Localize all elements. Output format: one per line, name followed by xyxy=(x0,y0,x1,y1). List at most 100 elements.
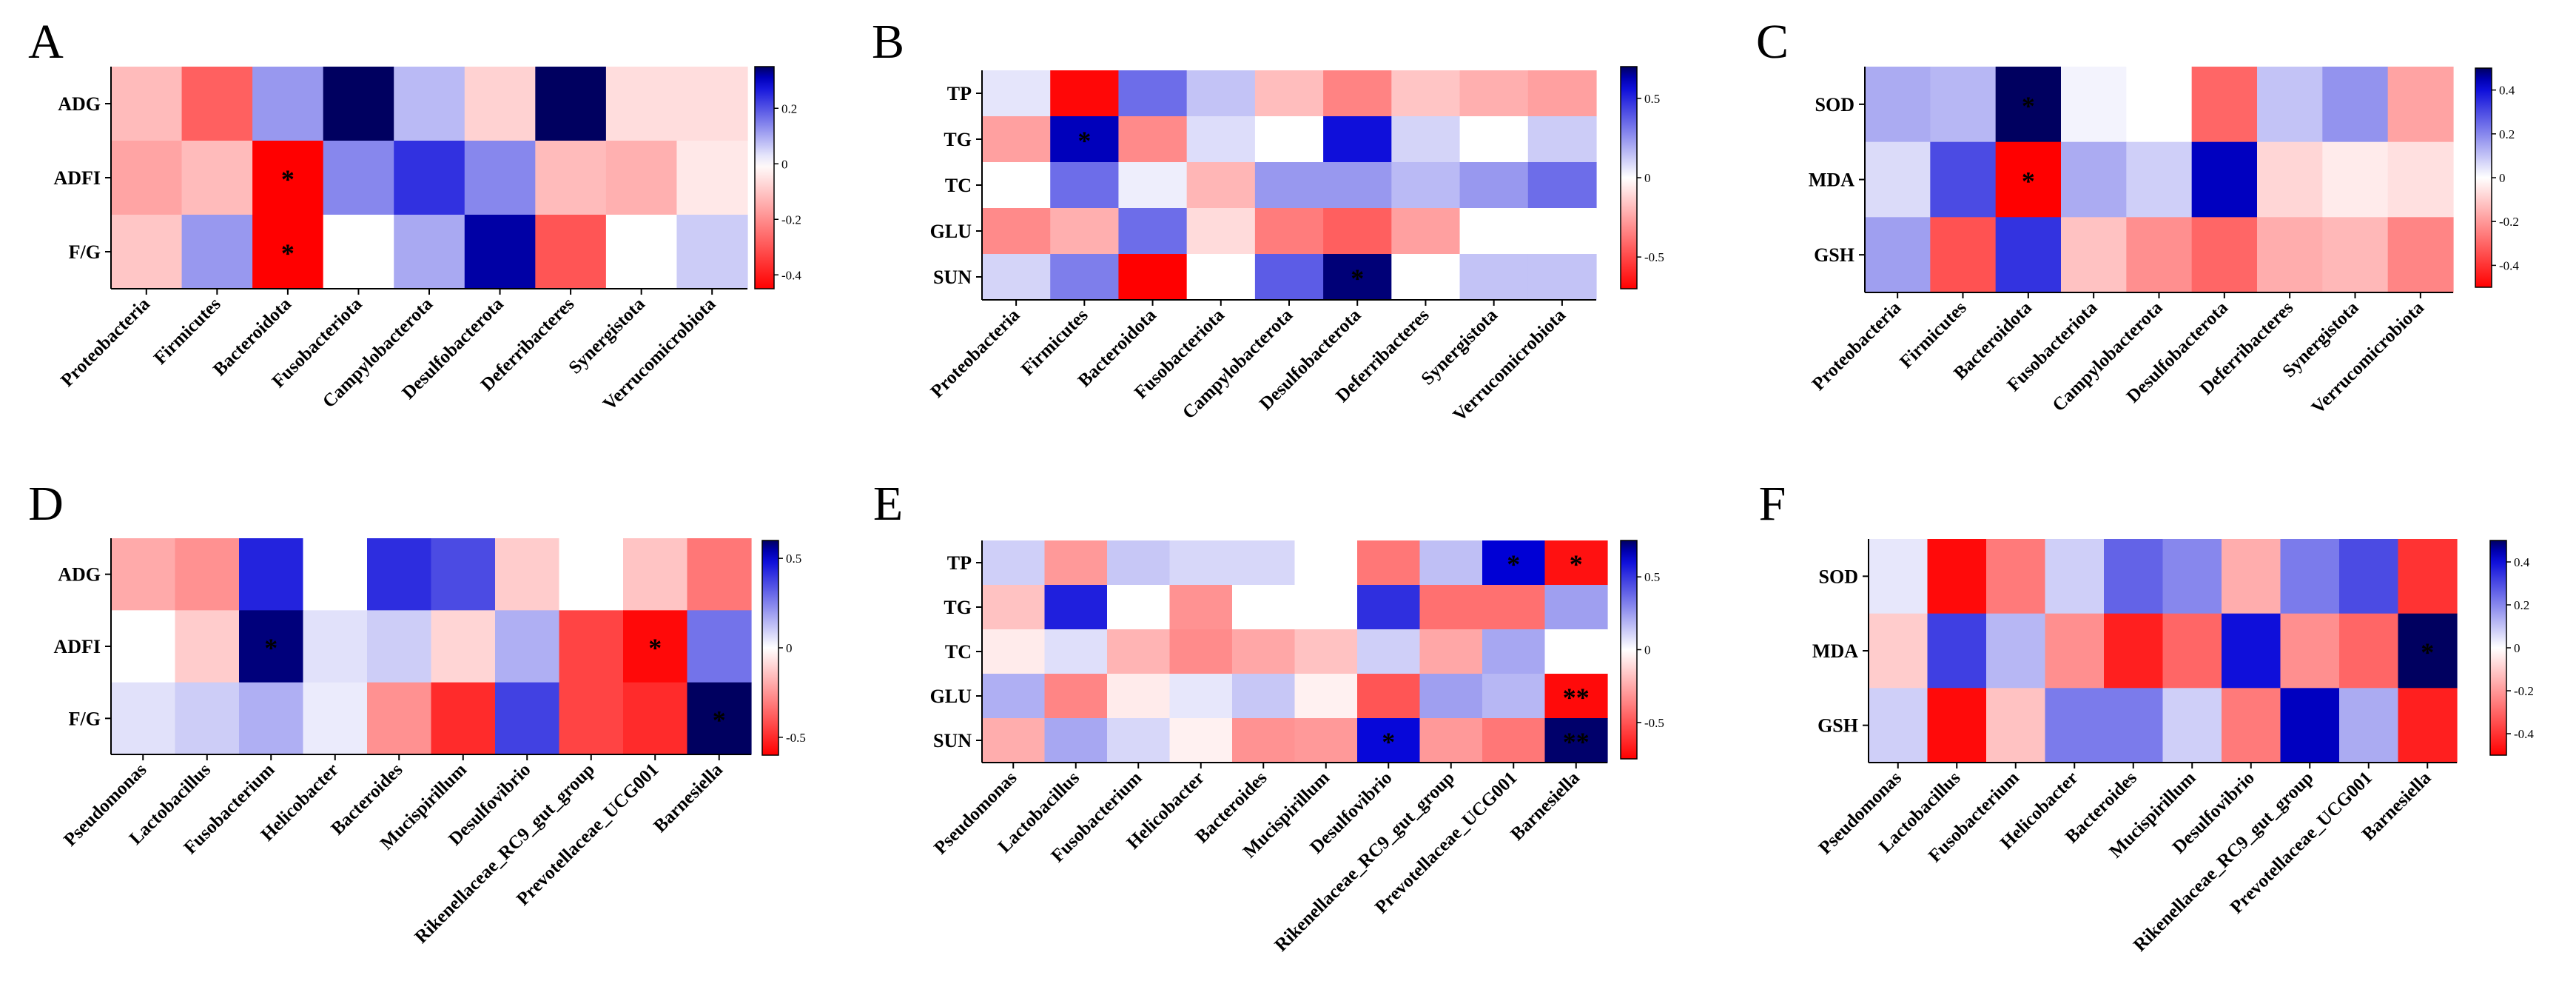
heatmap-cell xyxy=(1050,208,1120,255)
heatmap-cell xyxy=(1482,674,1546,719)
heatmap-cell xyxy=(2339,688,2399,763)
heatmap-cell xyxy=(1869,613,1928,689)
colorbar xyxy=(2489,540,2507,756)
heatmap-cell xyxy=(1995,67,2062,143)
heatmap-cell xyxy=(464,215,536,289)
significance-mark: * xyxy=(1382,727,1395,757)
row-label: SUN xyxy=(933,730,972,751)
heatmap-cell xyxy=(1459,70,1529,117)
heatmap-cell xyxy=(323,215,394,289)
heatmap-cell xyxy=(1544,674,1608,719)
heatmap-cell xyxy=(1107,718,1171,763)
heatmap-cell xyxy=(1169,629,1233,674)
heatmap-cell xyxy=(1357,585,1421,630)
heatmap-cell xyxy=(2126,67,2193,143)
row-label: ADG xyxy=(58,564,101,586)
heatmap-cell xyxy=(2280,613,2340,689)
heatmap-cell xyxy=(1323,162,1392,209)
panel-label: F xyxy=(1759,477,1786,531)
column-label: Firmicutes xyxy=(150,294,225,369)
heatmap-cell xyxy=(982,162,1051,209)
row-label: TC xyxy=(945,641,972,663)
colorbar-tick-label: 0 xyxy=(1644,171,1651,185)
colorbar-tick-label: 0.5 xyxy=(786,552,801,566)
row-label: GSH xyxy=(1817,715,1858,737)
significance-mark: * xyxy=(1077,126,1091,155)
heatmap-cell xyxy=(1869,539,1928,614)
significance-mark: * xyxy=(281,238,295,268)
heatmap-cell xyxy=(431,682,496,755)
heatmap-cell xyxy=(1527,254,1597,301)
heatmap-cell xyxy=(982,540,1046,586)
colorbar-tick-label: 0.5 xyxy=(1644,570,1660,584)
heatmap-cell xyxy=(1544,629,1608,674)
heatmap-cell xyxy=(303,610,368,683)
panel-label: A xyxy=(28,15,64,69)
heatmap-cell xyxy=(559,682,624,755)
heatmap-cell xyxy=(605,215,678,289)
heatmap-cell xyxy=(1169,718,1233,763)
heatmap-cell xyxy=(2322,141,2389,218)
heatmap-cell xyxy=(687,682,752,755)
heatmap-cell xyxy=(2061,217,2127,293)
heatmap-cell xyxy=(605,67,678,141)
heatmap-cell xyxy=(1419,540,1483,586)
heatmap-cell xyxy=(1169,585,1233,630)
colorbar-tick-label: -0.2 xyxy=(781,212,801,227)
row-label: MDA xyxy=(1809,170,1854,191)
heatmap-cell xyxy=(1544,585,1608,630)
heatmap-cell xyxy=(175,538,240,611)
heatmap-cell xyxy=(2061,141,2127,218)
heatmap-cell xyxy=(1323,254,1392,301)
colorbar xyxy=(761,540,779,756)
heatmap-cell xyxy=(2045,539,2105,614)
colorbar-tick-label: -0.4 xyxy=(781,268,801,282)
significance-mark: * xyxy=(2421,637,2434,667)
heatmap-cell xyxy=(1044,585,1108,630)
heatmap-cell xyxy=(1254,116,1324,163)
heatmap-cell xyxy=(559,610,624,683)
heatmap-cell xyxy=(1391,162,1461,209)
heatmap-cell xyxy=(1544,718,1608,763)
heatmap-cell xyxy=(2191,67,2258,143)
heatmap-cell xyxy=(2222,539,2281,614)
column-label: Verrucomicrobiota xyxy=(1450,305,1570,426)
row-label: SOD xyxy=(1819,566,1858,587)
row-label: TC xyxy=(945,175,972,196)
heatmap-cell xyxy=(1419,585,1483,630)
heatmap-cell xyxy=(1107,540,1171,586)
heatmap-cell xyxy=(1118,70,1188,117)
column-label: Proteobacteria xyxy=(57,294,154,391)
heatmap-cell xyxy=(1254,70,1324,117)
heatmap-cell xyxy=(1419,718,1483,763)
heatmap-cell xyxy=(1186,208,1256,255)
heatmap-cell xyxy=(367,682,432,755)
heatmap-cell xyxy=(1169,540,1233,586)
colorbar-tick-label: -0.2 xyxy=(2499,215,2519,229)
row-label: SOD xyxy=(1815,94,1854,115)
heatmap-cell xyxy=(1419,629,1483,674)
heatmap-cell xyxy=(239,538,304,611)
row-label: TP xyxy=(947,83,972,104)
heatmap-cell xyxy=(111,682,176,755)
colorbar-tick-label: -0.4 xyxy=(2514,727,2534,741)
heatmap-cell xyxy=(181,215,253,289)
heatmap-cell xyxy=(1865,141,1931,218)
heatmap-cell xyxy=(1357,629,1421,674)
heatmap-cell xyxy=(323,141,394,215)
heatmap-cell xyxy=(1995,217,2062,293)
heatmap-cell xyxy=(1391,208,1461,255)
heatmap-cell xyxy=(1186,70,1256,117)
colorbar-tick-label: 0.4 xyxy=(2514,555,2530,569)
heatmap-cell xyxy=(1986,539,2046,614)
heatmap-cell xyxy=(464,141,536,215)
heatmap-cell xyxy=(252,215,324,289)
heatmap-cell xyxy=(1986,688,2046,763)
heatmap-cell xyxy=(2280,688,2340,763)
heatmap-cell xyxy=(687,610,752,683)
heatmap-cell xyxy=(2191,141,2258,218)
heatmap-cell xyxy=(1323,116,1392,163)
heatmap-cell xyxy=(1294,674,1358,719)
colorbar-tick-label: -0.5 xyxy=(1644,716,1664,730)
panel-d: D* **ADGADFIF/GPseudomonasLactobacillusFu… xyxy=(28,477,806,948)
